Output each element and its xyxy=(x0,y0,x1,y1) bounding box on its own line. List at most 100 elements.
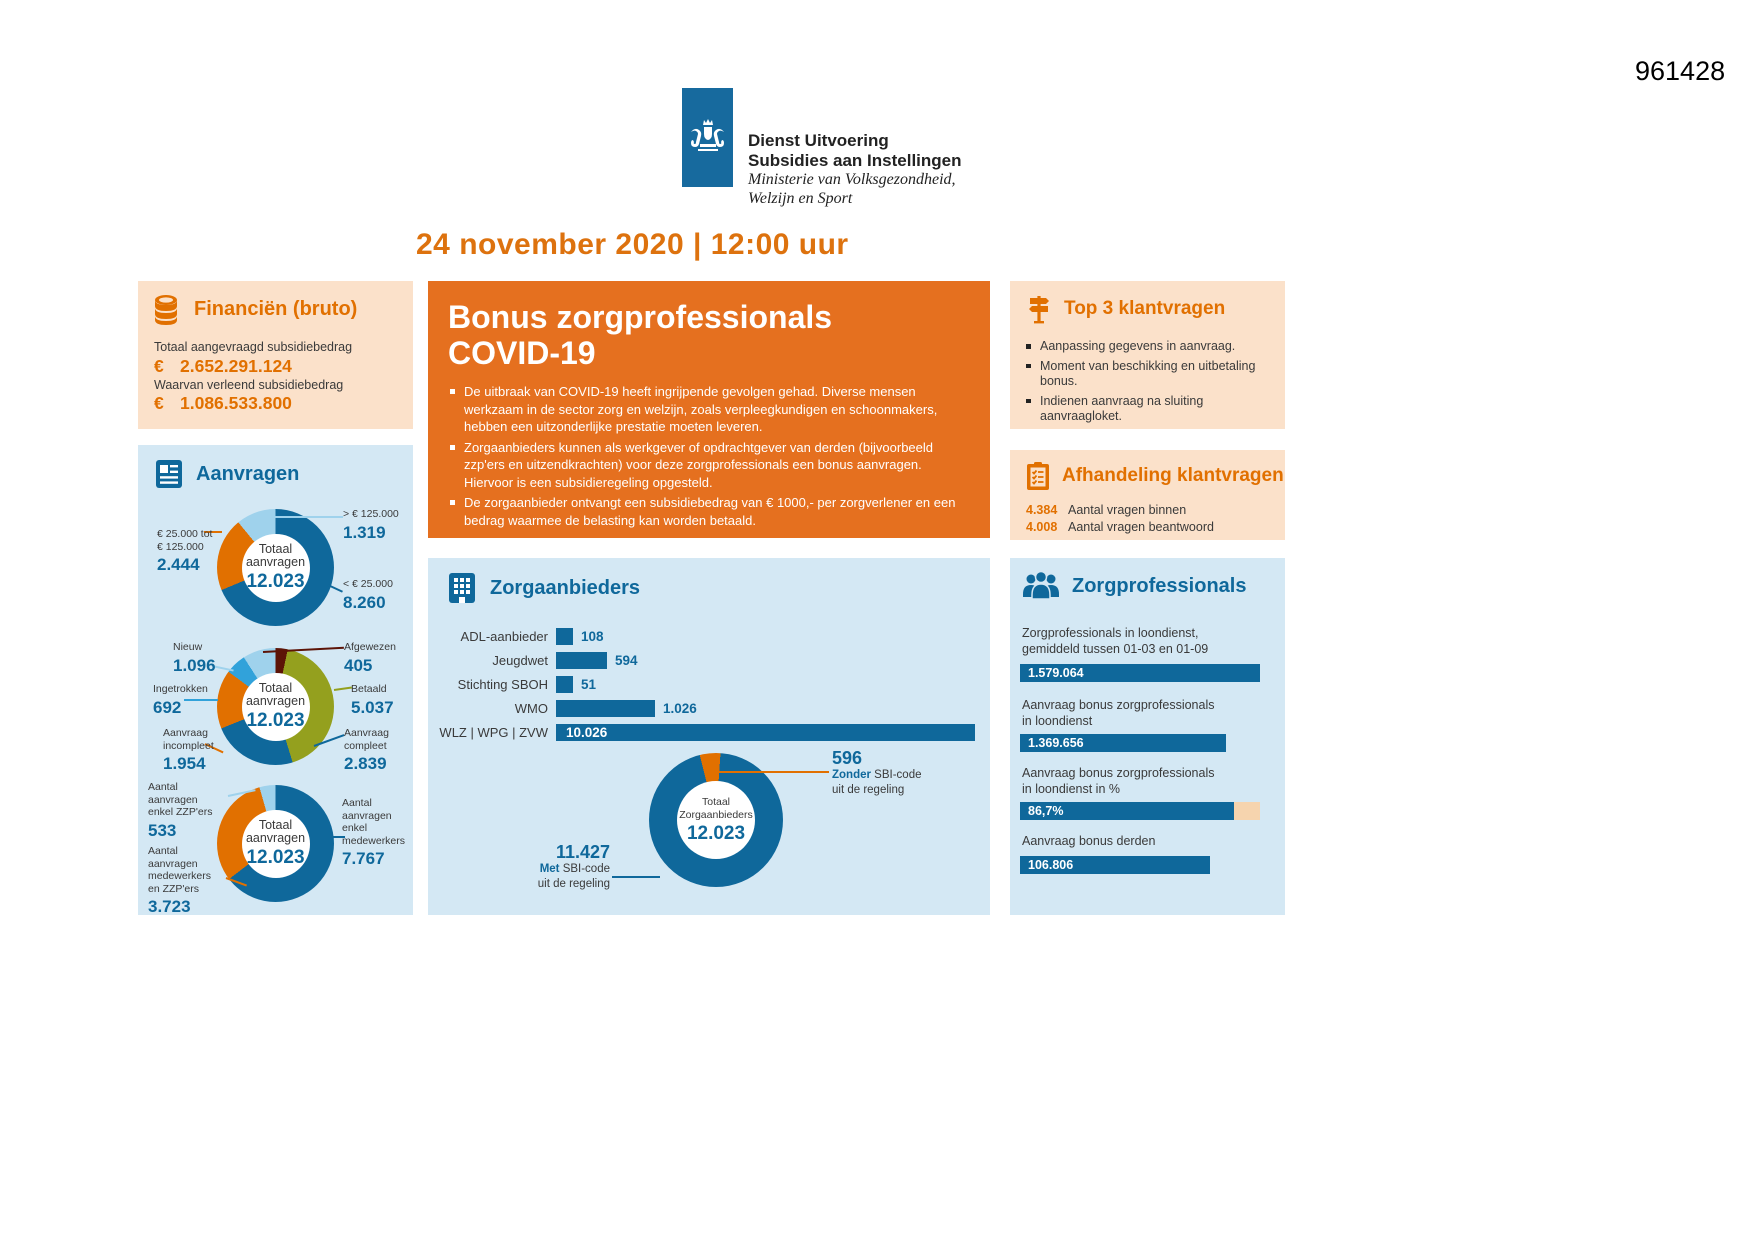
panel-title-zorgprofessionals: Zorgprofessionals xyxy=(1072,575,1247,597)
bar-adl xyxy=(556,628,573,645)
afhandeling-label: Aantal vragen binnen xyxy=(1068,503,1187,517)
bonus-bullet: De uitbraak van COVID-19 heeft ingrijpen… xyxy=(450,383,966,436)
bonus-bullet: De zorgaanbieder ontvangt een subsidiebe… xyxy=(450,494,966,529)
metric-label: Aanvraag bonus zorgprofessionals in loon… xyxy=(1022,766,1215,796)
bar-label: Stichting SBOH xyxy=(457,677,548,692)
connector-line xyxy=(184,699,218,701)
panel-title-zorgaanbieders: Zorgaanbieders xyxy=(490,577,641,599)
coins-icon xyxy=(155,295,177,325)
metric-bar-percentage: 86,7% xyxy=(1020,802,1234,820)
panel-zorgaanbieders: Zorgaanbieders ADL-aanbieder 108 Jeugdwe… xyxy=(428,558,990,915)
signpost-icon xyxy=(1029,296,1049,324)
afhandeling-label: Aantal vragen beantwoord xyxy=(1068,520,1214,534)
label-ingetrokken: Ingetrokken 692 xyxy=(153,683,208,717)
panel-title-aanvragen: Aanvragen xyxy=(196,463,300,485)
afhandeling-row: 4.384 Aantal vragen binnen xyxy=(1026,502,1186,518)
connector-line xyxy=(717,771,829,773)
bar-value: 594 xyxy=(615,653,638,668)
label-betaald: Betaald 5.037 xyxy=(351,683,394,717)
donut-aanvragen-bedrag: Totaal aanvragen 12.023 xyxy=(217,509,334,626)
label-enkel-medewerkers: Aantal aanvragen enkel medewerkers 7.767 xyxy=(342,797,406,868)
bar-label: Jeugdwet xyxy=(492,653,548,668)
bonus-title-line1: Bonus zorgprofessionals xyxy=(448,299,833,335)
document-icon xyxy=(156,460,182,488)
donut-aanvragen-samenstelling: Totaal aanvragen 12.023 xyxy=(217,785,334,902)
bar-label: WLZ | WPG | ZVW xyxy=(439,725,548,740)
financien-value-2: €1.086.533.800 xyxy=(154,393,292,413)
bar-value: 108 xyxy=(581,629,604,644)
financien-label-2: Waarvan verleend subsidiebedrag xyxy=(154,378,344,392)
document-number: 961428 xyxy=(1635,56,1726,86)
top3-bullet: Aanpassing gegevens in aanvraag. xyxy=(1026,339,1256,355)
bonus-bullet-list: De uitbraak van COVID-19 heeft ingrijpen… xyxy=(450,383,966,532)
logo-text: Dienst Uitvoering Subsidies aan Instelli… xyxy=(748,131,962,208)
crest-icon xyxy=(691,119,724,151)
top3-bullet-list: Aanpassing gegevens in aanvraag. Moment … xyxy=(1026,339,1256,429)
euro-sign: € xyxy=(154,356,164,376)
building-icon xyxy=(449,573,475,603)
metric-bar-aanvraag-loondienst: 1.369.656 xyxy=(1020,734,1226,752)
bar-jeugdwet xyxy=(556,652,607,669)
label-zonder-sbi: 596 Zonder SBI-code uit de regeling xyxy=(832,748,922,796)
panel-title-financien: Financiën (bruto) xyxy=(194,298,358,320)
panel-bonus: Bonus zorgprofessionals COVID-19 De uitb… xyxy=(428,281,990,538)
financien-label-1: Totaal aangevraagd subsidiebedrag xyxy=(154,340,353,354)
panel-aanvragen: Aanvragen Totaal aanvragen 12.023 > € 12… xyxy=(138,445,413,916)
bonus-bullet: Zorgaanbieders kunnen als werkgever of o… xyxy=(450,439,966,492)
date-heading: 24 november 2020 | 12:00 uur xyxy=(416,228,849,261)
top3-bullet: Indienen aanvraag na sluiting aanvraaglo… xyxy=(1026,394,1256,425)
afhandeling-value: 4.384 xyxy=(1026,503,1058,517)
label-gt-125000: > € 125.000 1.319 xyxy=(343,508,399,542)
donut-zorgaanbieders-sbi: Totaal Zorgaanbieders 12.023 xyxy=(649,753,783,887)
connector-line xyxy=(204,531,222,533)
donut-center: Totaal aanvragen 12.023 xyxy=(241,533,310,602)
bar-value: 51 xyxy=(581,677,597,692)
panel-zorgprofessionals: Zorgprofessionals Zorgprofessionals in l… xyxy=(1010,558,1285,915)
label-medewerkers-en-zzp: Aantal aanvragen medewerkers en ZZP'ers … xyxy=(148,845,212,916)
clipboard-icon xyxy=(1027,462,1049,490)
bar-row-sboh: Stichting SBOH 51 xyxy=(428,676,990,694)
people-group-icon xyxy=(1023,570,1059,600)
label-enkel-zzp: Aantal aanvragen enkel ZZP'ers 533 xyxy=(148,781,213,840)
panel-afhandeling: Afhandeling klantvragen 4.384 Aantal vra… xyxy=(1010,450,1285,540)
bar-row-jeugdwet: Jeugdwet 594 xyxy=(428,652,990,670)
logo-org-line2: Subsidies aan Instellingen xyxy=(748,150,962,170)
donut-center: Totaal Zorgaanbieders 12.023 xyxy=(677,781,755,859)
bar-label: ADL-aanbieder xyxy=(460,629,548,644)
bar-value: 10.026 xyxy=(566,725,608,740)
afhandeling-row: 4.008 Aantal vragen beantwoord xyxy=(1026,519,1214,535)
label-25000-125000: € 25.000 tot € 125.000 2.444 xyxy=(157,528,213,574)
bar-value: 1.026 xyxy=(663,701,697,716)
bar-label: WMO xyxy=(514,701,548,716)
bar-wmo xyxy=(556,700,655,717)
label-aanvraag-incompleet: Aanvraag incompleet 1.954 xyxy=(163,727,214,773)
metric-label: Zorgprofessionals in loondienst, gemidde… xyxy=(1022,626,1209,656)
label-afgewezen: Afgewezen 405 xyxy=(344,641,396,675)
connector-line xyxy=(331,836,345,838)
metric-bar-loondienst: 1.579.064 xyxy=(1020,664,1260,682)
bar-row-wlz: WLZ | WPG | ZVW 10.026 xyxy=(428,724,990,742)
bonus-title-line2: COVID-19 xyxy=(448,335,596,371)
financien-value-1: €2.652.291.124 xyxy=(154,356,292,376)
donut-aanvragen-status: Totaal aanvragen 12.023 xyxy=(217,648,334,765)
euro-sign: € xyxy=(154,393,164,413)
panel-top3-klantvragen: Top 3 klantvragen Aanpassing gegevens in… xyxy=(1010,281,1285,429)
logo-ministry-line1: Ministerie van Volksgezondheid, xyxy=(748,171,956,188)
logo-org-line1: Dienst Uitvoering xyxy=(748,131,889,150)
bar-row-wmo: WMO 1.026 xyxy=(428,700,990,718)
connector-line xyxy=(612,876,660,878)
panel-title-afhandeling: Afhandeling klantvragen xyxy=(1062,465,1284,486)
panel-title-top3: Top 3 klantvragen xyxy=(1064,298,1226,319)
afhandeling-value: 4.008 xyxy=(1026,520,1058,534)
label-lt-25000: < € 25.000 8.260 xyxy=(343,578,393,612)
donut-center: Totaal aanvragen 12.023 xyxy=(241,672,310,741)
metric-label: Aanvraag bonus zorgprofessionals in loon… xyxy=(1022,698,1215,728)
top3-bullet: Moment van beschikking en uitbetaling bo… xyxy=(1026,359,1256,390)
rijksoverheid-logo xyxy=(682,88,733,187)
donut-center: Totaal aanvragen 12.023 xyxy=(241,809,310,878)
metric-bar-derden: 106.806 xyxy=(1020,856,1210,874)
label-met-sbi: 11.427 Met SBI-code uit de regeling xyxy=(537,842,610,890)
logo-ministry-line2: Welzijn en Sport xyxy=(748,190,853,207)
panel-financien: Financiën (bruto) Totaal aangevraagd sub… xyxy=(138,281,413,429)
label-nieuw: Nieuw 1.096 xyxy=(173,641,216,675)
